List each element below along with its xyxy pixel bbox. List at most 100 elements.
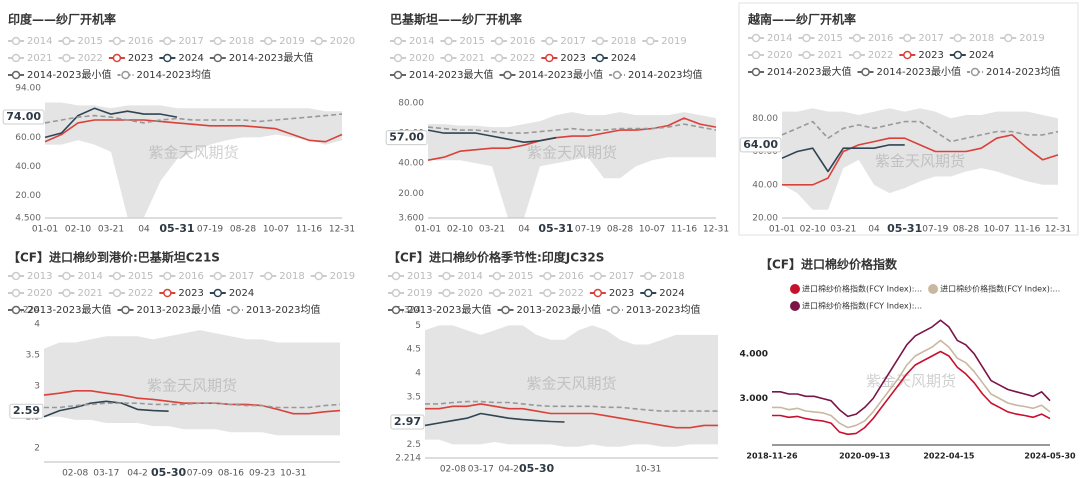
y-tick-label: 4.224	[14, 306, 40, 316]
legend-label: 2019	[279, 36, 304, 47]
y-tick-label: 40.00	[398, 159, 424, 169]
x-tick-label: 12-31	[329, 225, 355, 235]
y-tick-label: 4.5	[407, 345, 421, 355]
legend-label: 2021	[817, 50, 842, 61]
series-line	[782, 134, 1059, 186]
series-line	[44, 113, 343, 124]
x-tick-label: 03-17	[468, 465, 494, 475]
legend-label: 2014	[767, 33, 792, 44]
x-tick-label: 09-23	[249, 469, 275, 478]
legend-label: 2013-2023最小值	[517, 303, 602, 316]
series-line	[781, 120, 1059, 143]
legend-label: 2018	[969, 33, 994, 44]
watermark: 紫金天风期货	[527, 144, 617, 162]
legend-label: 2017	[560, 36, 585, 47]
x-cursor-label: 05-30	[519, 462, 555, 475]
legend-label: 进口棉纱价格指数(FCY Index):...	[940, 284, 1060, 294]
chart-title: 印度——纱厂开机率	[8, 12, 116, 27]
legend-symbol	[11, 36, 21, 46]
legend-symbol	[62, 53, 71, 63]
chart-title: 【CF】进口棉纱价格季节性:印度JC32S	[388, 250, 604, 265]
legend-symbol	[494, 53, 504, 63]
x-tick-label: 01-01	[415, 225, 441, 235]
x-cursor-label: 05-30	[151, 466, 187, 478]
legend-label: 2017	[229, 271, 254, 282]
legend-label: 2018	[229, 36, 254, 47]
cursor-y-box	[9, 403, 44, 419]
legend-symbol	[492, 288, 502, 298]
watermark: 紫金天风期货	[148, 144, 238, 162]
legend-label: 2018	[659, 271, 684, 282]
y-tick-label: 2.214	[395, 454, 421, 464]
legend-label: 2020	[409, 53, 434, 64]
legend-symbol	[391, 305, 401, 315]
x-tick-label: 07-19	[575, 225, 601, 235]
legend-label: 2021	[77, 288, 102, 299]
legend-symbol	[11, 288, 21, 298]
legend-symbol	[852, 50, 862, 60]
legend-label: 2020	[27, 288, 52, 299]
legend-label: 2021	[459, 53, 484, 64]
x-tick-label: 04	[868, 225, 880, 235]
legend-label: 2014-2023均值	[137, 68, 212, 81]
legend-symbol	[751, 67, 761, 77]
legend-symbol	[264, 36, 273, 46]
legend-symbol	[11, 53, 21, 63]
series-line	[43, 400, 169, 418]
x-tick-label: 04	[518, 225, 530, 235]
legend-label: 2024	[178, 53, 203, 64]
x-tick-label: 08-28	[953, 225, 979, 235]
legend-symbol	[751, 33, 761, 43]
x-tick-label: 02-10	[65, 225, 91, 235]
x-tick-label: 2020-09-13	[839, 452, 890, 461]
legend-symbol	[802, 50, 811, 60]
legend-label: 2024	[659, 288, 684, 299]
legend-symbol	[790, 284, 800, 294]
y-tick-label: 4.500	[15, 214, 41, 224]
legend-label: 2014-2023均值	[628, 68, 703, 81]
legend-symbol	[593, 288, 603, 298]
legend-symbol	[751, 50, 761, 60]
y-tick-label: 3.000	[740, 394, 768, 404]
y-tick-label: 2	[34, 443, 40, 453]
legend-label: 2013	[27, 271, 52, 282]
x-tick-label: 02-08	[440, 465, 466, 475]
x-tick-label: 2024-05-30	[1024, 452, 1076, 461]
legend-symbol	[213, 288, 223, 298]
legend-label: 2014	[457, 271, 482, 282]
y-tick-label: 4	[415, 369, 421, 379]
cursor-y-box	[2, 109, 45, 125]
x-tick-label: 11-16	[296, 225, 322, 235]
series-line	[772, 339, 1051, 429]
legend-symbol	[230, 305, 240, 315]
legend-symbol	[1004, 33, 1013, 43]
legend-symbol	[213, 36, 223, 46]
x-tick-label: 2022-04-15	[923, 452, 975, 461]
legend-symbol	[391, 288, 401, 298]
legend-symbol	[11, 305, 21, 315]
legend-label: 2015	[817, 33, 842, 44]
legend-label: 2021	[27, 53, 52, 64]
legend-label: 2014-2023最大值	[409, 68, 494, 81]
legend-label: 2016	[178, 271, 203, 282]
legend-label: 2017	[918, 33, 943, 44]
watermark: 紫金天风期货	[147, 377, 237, 395]
legend-label: 2023	[918, 50, 943, 61]
legend-symbol	[501, 305, 510, 315]
legend-symbol	[595, 53, 605, 63]
legend-label: 2020	[330, 36, 355, 47]
series-line	[427, 117, 717, 161]
x-tick-label: 02-10	[800, 225, 826, 235]
legend-label: 2020	[767, 50, 792, 61]
legend-symbol	[953, 33, 963, 43]
legend-symbol	[953, 50, 963, 60]
legend-symbol	[861, 67, 870, 77]
legend-symbol	[314, 36, 323, 46]
legend-symbol	[112, 288, 122, 298]
x-tick-label: 04-2	[127, 469, 147, 478]
y-tick-label: 3.5	[26, 350, 40, 360]
x-tick-label: 02-08	[62, 469, 88, 478]
cursor-y-label: 64.00	[743, 138, 778, 151]
chart-title: 巴基斯坦——纱厂开机率	[390, 12, 522, 27]
